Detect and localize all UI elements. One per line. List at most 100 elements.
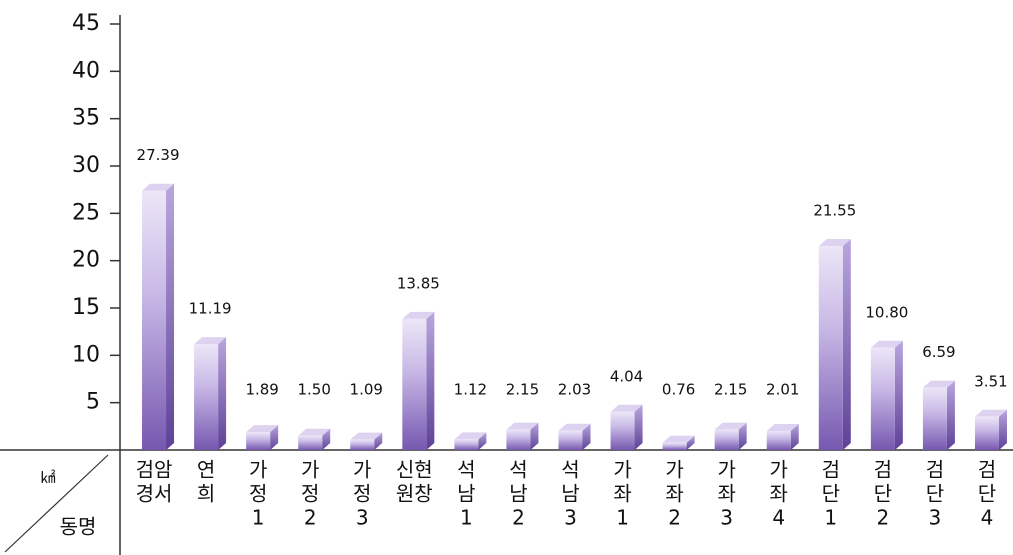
y-tick-label: 5 [86,390,100,415]
bar-top [558,423,591,431]
bar-top [246,425,279,433]
bar-top [194,337,227,345]
x-tick-label: 정 [353,482,371,506]
bar-top [610,404,643,412]
bar-top [142,183,175,191]
x-tick-label: 검암 [136,458,173,482]
x-tick-label: 가 [249,458,267,482]
bar-side [738,422,747,450]
value-label: 3.51 [974,372,1007,390]
x-tick-label: 검 [874,458,892,482]
bar-top [870,340,903,348]
y-tick-label: 25 [72,200,100,225]
bar [922,387,947,450]
bar [974,416,999,450]
bar [610,411,635,450]
bar-side [634,404,643,450]
x-tick-label: 정 [301,482,319,506]
bar [870,347,895,450]
x-tick-label: 단 [926,482,944,506]
bar-side [686,435,695,450]
bar-side [790,423,799,450]
x-tick-label: 가 [301,458,319,482]
bar-top [662,435,695,443]
bar-top [766,423,799,431]
x-tick-label: 2 [304,506,317,530]
x-tick-label: 검 [822,458,840,482]
bar [662,442,687,450]
y-tick-label: 40 [72,58,100,83]
x-tick-label: 희 [197,482,215,506]
bar-top [402,311,435,319]
x-tick-label: 3 [720,506,733,530]
value-label: 1.89 [245,381,278,399]
bar [298,435,323,450]
x-tick-label: 남 [561,482,579,506]
x-tick-label: 1 [252,506,265,530]
bar-side [166,183,175,450]
x-tick-label: 2 [668,506,681,530]
bar-side [842,238,851,450]
x-tick-label: 경서 [136,482,173,506]
value-label: 11.19 [189,300,232,318]
x-tick-label: 단 [822,482,840,506]
bar [194,344,219,450]
bar-top [974,409,1007,417]
x-tick-label: 가 [770,458,788,482]
bar-side [322,428,331,450]
x-tick-label: 좌 [717,482,735,506]
bar [454,439,479,450]
bar-side [426,311,435,450]
y-tick-label: 45 [72,11,100,36]
x-tick-label: 1 [824,506,837,530]
value-label: 1.09 [350,381,383,399]
x-tick-label: 4 [981,506,994,530]
x-tick-label: 가 [353,458,371,482]
value-label: 27.39 [137,146,180,164]
value-label: 1.50 [298,381,331,399]
bar-side [582,423,591,450]
value-label: 0.76 [662,381,695,399]
bar-top [454,432,487,440]
x-tick-label: 남 [509,482,527,506]
x-tick-label: 2 [876,506,889,530]
value-label: 2.03 [558,381,591,399]
x-tick-label: 단 [978,482,996,506]
bar-top [922,380,955,388]
bar-top [298,428,331,436]
value-label: 21.55 [813,201,856,219]
bar-side [946,380,955,450]
x-tick-label: 연 [197,458,215,482]
x-tick-label: 석 [457,458,475,482]
bar [246,432,271,450]
bar [506,429,531,450]
x-tick-label: 원창 [396,482,433,506]
x-tick-label: 좌 [665,482,683,506]
x-tick-label: 신현 [396,458,433,482]
x-tick-label: 좌 [613,482,631,506]
bar-side [478,432,487,450]
bar [558,430,583,450]
x-tick-label: 1 [460,506,473,530]
x-tick-label: 검 [978,458,996,482]
y-tick-label: 15 [72,295,100,320]
bar-top [818,238,851,246]
x-tick-label: 1 [616,506,629,530]
x-tick-label: 가 [717,458,735,482]
x-axis-label: 동명 [60,515,97,539]
value-label: 6.59 [922,343,955,361]
x-tick-label: 남 [457,482,475,506]
y-tick-label: 20 [72,248,100,273]
bar-side [894,340,903,450]
bar [766,430,791,450]
bar [350,439,375,450]
x-tick-label: 2 [512,506,525,530]
x-tick-label: 3 [564,506,577,530]
x-tick-label: 단 [874,482,892,506]
x-tick-label: 가 [665,458,683,482]
value-label: 13.85 [397,274,440,292]
bar-top [350,432,383,440]
unit-label: ㎢ [40,469,55,487]
corner-diagonal [4,454,109,553]
y-tick-label: 35 [72,106,100,131]
